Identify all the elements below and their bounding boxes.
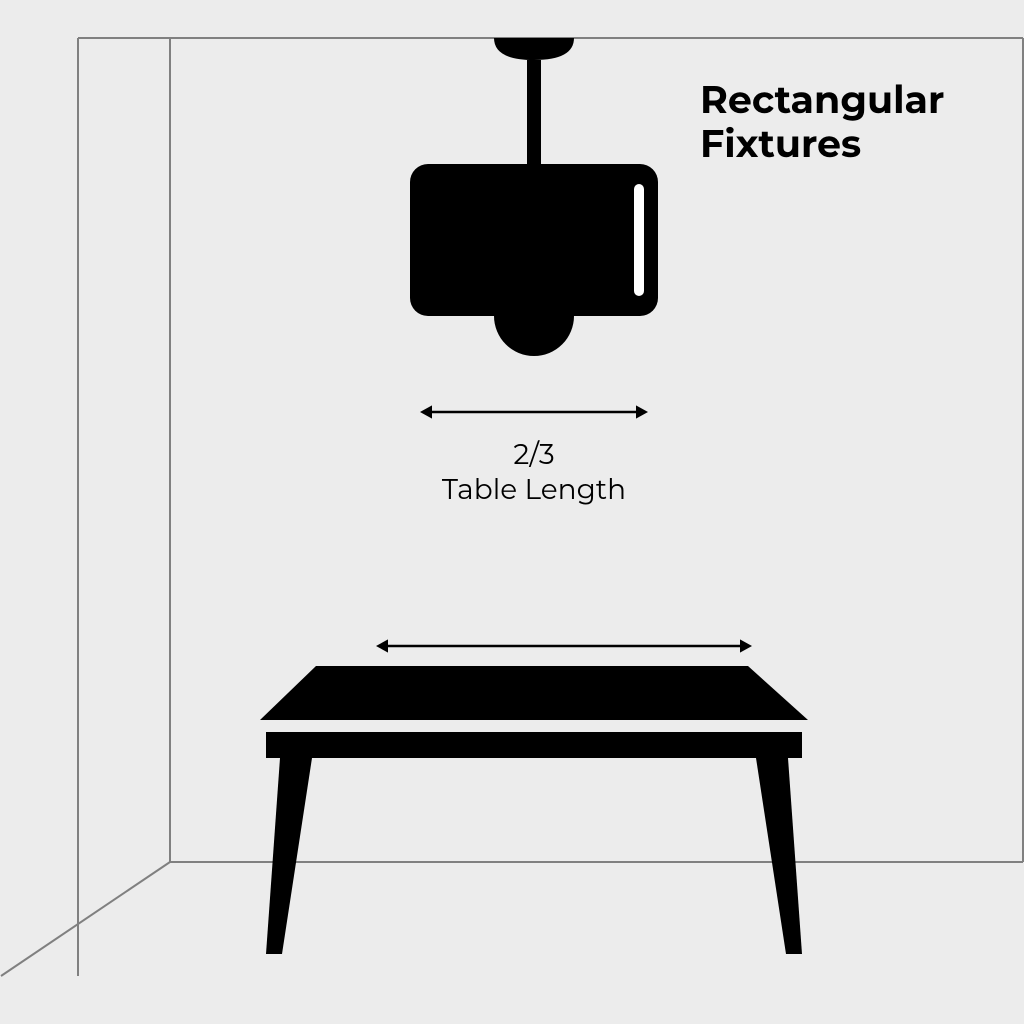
fixture-body <box>410 164 658 316</box>
fixture-highlight <box>634 184 644 296</box>
table-apron <box>266 732 802 758</box>
diagram-title: Rectangular Fixtures <box>700 78 944 165</box>
fixture-rod <box>527 60 541 176</box>
diagram-canvas: Rectangular Fixtures 2/3 Table Length <box>0 0 1024 1024</box>
measurement-label: 2/3 Table Length <box>384 438 684 508</box>
table-top <box>260 666 808 720</box>
